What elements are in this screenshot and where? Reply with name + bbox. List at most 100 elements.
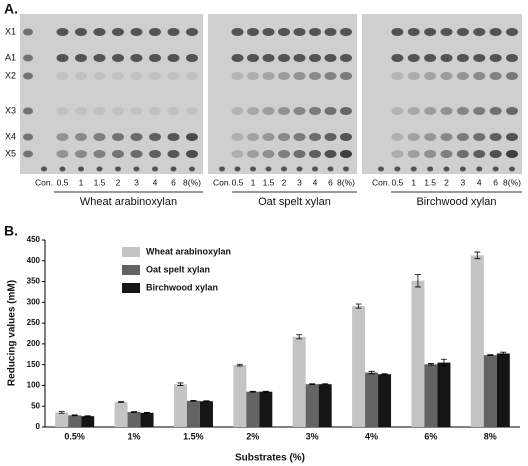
spot [56,72,69,80]
spot [56,107,69,115]
error-bar [144,412,151,414]
spot [424,72,437,80]
spot [293,150,306,158]
spot [312,166,318,172]
y-tick-label: 450 [27,235,41,244]
spot [506,54,518,62]
spot [378,166,384,172]
spot [262,72,275,80]
spot [489,107,502,115]
spot [324,107,337,115]
spot [407,28,420,36]
bar [352,306,366,427]
spot [149,107,161,115]
spot [309,133,321,141]
spot [167,72,180,80]
spot [324,150,337,158]
lane-label: 2 [444,177,449,187]
error-bar [84,415,91,418]
spot [130,133,143,141]
legend-label: Oat spelt xylan [146,264,210,274]
spot [149,150,161,158]
spot [506,72,518,80]
x-tick-label: 6% [424,431,437,441]
bar [470,255,484,427]
lane-label: 1.5 [94,177,106,187]
lane-label: 2 [282,177,287,187]
spot [56,54,69,62]
spot [506,150,518,158]
spot [473,133,486,141]
spot [489,28,502,36]
spot [231,72,244,80]
error-bar [414,274,421,288]
lane-label: 1 [251,177,256,187]
bar [305,384,319,427]
spot [231,150,244,158]
x-axis-label: Substrates (%) [235,453,305,464]
spot [340,107,352,115]
spot [489,72,502,80]
tlc-plate [362,14,522,174]
spot [340,150,352,158]
y-tick-label: 150 [27,360,41,369]
tlc-plate [208,14,357,174]
spot [130,107,143,115]
spot [112,72,124,80]
bar [68,415,82,427]
legend-swatch [122,265,140,275]
spot [23,133,33,141]
spot [75,107,87,115]
spot [115,166,121,172]
spot [250,166,256,172]
y-tick-label: 250 [27,318,41,327]
spot [56,150,69,158]
tlc-plate [20,14,203,174]
spot [247,133,259,141]
error-bar [322,383,329,386]
spot [231,28,244,36]
spot [324,72,337,80]
error-bar [427,363,434,366]
error-bar [131,411,138,413]
spot [340,133,352,141]
bar [140,412,154,427]
marker-label: X4 [5,131,16,141]
bar [186,400,200,427]
spot [262,28,275,36]
spot [167,54,180,62]
bar [411,280,425,427]
spot [278,133,290,141]
spot [309,54,321,62]
spot [440,107,453,115]
lane-label: 4 [313,177,318,187]
spot [167,28,180,36]
spot [23,150,33,158]
lane-label: 6 [328,177,333,187]
spot [473,28,486,36]
lane-label: 0.5 [391,177,403,187]
spot [278,72,290,80]
spot [456,54,469,62]
x-tick-label: 8% [484,431,497,441]
spot [410,166,417,172]
spot [75,150,87,158]
spot [75,28,87,36]
spot [149,72,161,80]
spot [262,54,275,62]
spot [231,107,244,115]
spot [167,150,180,158]
spot [23,107,33,115]
spot [391,28,404,36]
panel-label: A. [4,1,18,17]
y-tick-label: 50 [31,401,40,410]
lane-label: 3 [297,177,302,187]
spot [75,133,87,141]
spot [75,72,87,80]
spot [427,166,434,172]
y-axis-label: Reducing values (mM) [7,280,18,386]
spot [167,133,180,141]
spot [247,150,259,158]
spot [231,133,244,141]
